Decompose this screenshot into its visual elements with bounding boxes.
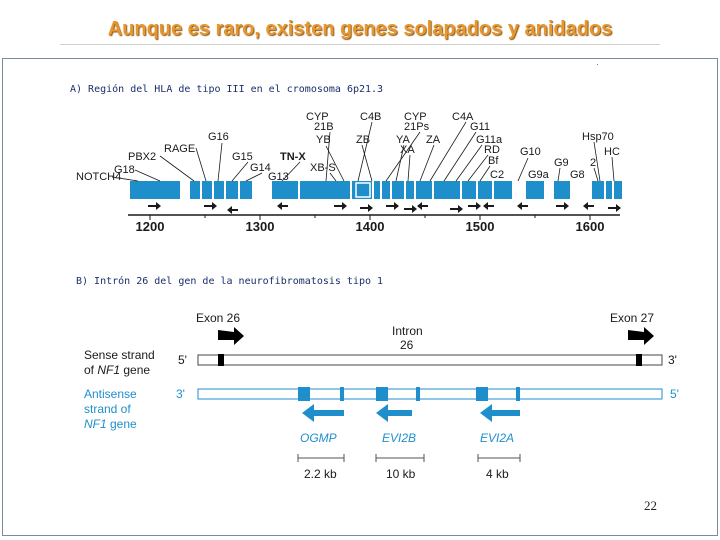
antisense-label-2: strand of (84, 402, 131, 416)
stray-mark: · (596, 60, 599, 69)
ogmp-size: 2.2 kb (304, 467, 337, 481)
gene-label-yb: YB (316, 134, 331, 146)
gene-ogmp-label: OGMP (300, 431, 337, 445)
gene-label-g13: G13 (268, 171, 289, 183)
sense-5prime: 5' (178, 353, 187, 367)
arrow-right-icon (386, 202, 399, 210)
gene-label-rd: RD (484, 144, 500, 156)
gene-label-c2: C2 (490, 169, 504, 181)
gene-label-rage: RAGE (164, 143, 195, 155)
gene-label-g11: G11 (470, 121, 490, 133)
sense-strand-label-1: Sense strand (84, 348, 155, 362)
gene-label-g8: G8 (570, 169, 585, 181)
size-scale-bars (297, 454, 521, 462)
arrow-right-icon (404, 205, 417, 213)
axis-tick-1500: 1500 (466, 219, 495, 234)
sense-strand-bar (197, 354, 663, 366)
intron-number: 26 (400, 338, 414, 352)
gene-label-2: 2 (590, 157, 596, 169)
exon-27-block (636, 354, 642, 366)
exon-27-direction-icon (628, 327, 654, 345)
evi2a-direction-icon (480, 404, 520, 422)
gene-label-cyp21b-1: CYP (306, 111, 329, 123)
gene-label-ya: YA (396, 134, 411, 146)
gene-label-g16: G16 (208, 131, 229, 143)
arrow-right-icon (148, 202, 161, 210)
gene-label-c4a: C4A (452, 111, 474, 123)
antisense-label-3: NF1 gene (84, 417, 137, 431)
axis-ticks (149, 215, 591, 220)
slide-title: Aunque es raro, existen genes solapados … (107, 18, 613, 40)
exon-26-block (218, 354, 224, 366)
exon-27-label: Exon 27 (610, 311, 654, 325)
gene-evi2a-label: EVI2A (480, 431, 514, 445)
antisense-5prime: 5' (670, 387, 679, 401)
gene-label-hsp70: Hsp70 (582, 131, 614, 143)
axis-tick-1300: 1300 (246, 219, 275, 234)
arrow-right-icon (468, 202, 481, 210)
gene-label-zb: ZB (356, 134, 370, 146)
slide-number: 22 (644, 498, 657, 513)
intron-label: Intron (392, 324, 423, 338)
gene-block-separators (180, 181, 614, 199)
antisense-3prime: 3' (176, 387, 185, 401)
axis-tick-1400: 1400 (356, 219, 385, 234)
gene-leader-lines (111, 121, 615, 182)
arrow-right-icon (204, 202, 217, 210)
arrow-right-icon (360, 204, 373, 212)
axis-tick-1200: 1200 (136, 219, 165, 234)
arrow-left-icon (277, 202, 288, 210)
evi2b-direction-icon (376, 404, 412, 422)
ogmp-direction-icon (302, 404, 344, 422)
evi2a-size: 4 kb (486, 467, 509, 481)
gene-evi2b-label: EVI2B (382, 431, 416, 445)
gene-labels: NOTCH4 G18 PBX2 RAGE G16 G15 G14 G13 TN-… (76, 111, 620, 183)
content-frame (2, 58, 718, 536)
gene-label-za: ZA (426, 134, 441, 146)
axis-tick-1600: 1600 (576, 219, 605, 234)
gene-label-hc: HC (604, 146, 620, 158)
arrow-right-icon (556, 202, 569, 210)
gene-label-cyp21ps-1: CYP (404, 111, 427, 123)
transcription-arrows (148, 202, 621, 214)
gene-label-g9a: G9a (528, 169, 550, 181)
arrow-right-icon (608, 204, 621, 212)
arrow-right-icon (334, 202, 347, 210)
nested-gene-exons (298, 387, 520, 401)
sense-strand-label-2: of NF1 gene (84, 363, 150, 377)
arrow-left-icon (517, 202, 528, 210)
gene-label-xbs: XB-S (310, 162, 336, 174)
gene-label-g10: G10 (520, 146, 541, 158)
gene-label-c4b: C4B (360, 111, 381, 123)
arrow-left-icon (583, 202, 594, 210)
gene-label-pbx2: PBX2 (128, 151, 156, 163)
gene-label-tnx: TN-X (280, 151, 306, 163)
gene-label-g18: G18 (114, 164, 135, 176)
exon-26-direction-icon (218, 327, 244, 345)
section-b-label: B) Intrón 26 del gen de la neurofibromat… (76, 276, 384, 287)
arrow-left-icon (483, 202, 494, 210)
sense-3prime: 3' (668, 353, 677, 367)
section-a-label: A) Región del HLA de tipo III en el crom… (70, 84, 384, 95)
arrow-left-icon (417, 202, 428, 210)
evi2b-size: 10 kb (386, 467, 416, 481)
antisense-strand-bar (197, 388, 663, 400)
highlight-box (355, 182, 371, 198)
antisense-label-1: Antisense (84, 387, 137, 401)
gene-label-cyp21ps-2: 21Ps (404, 121, 430, 133)
gene-label-bf: Bf (488, 155, 499, 167)
arrow-right-icon (450, 205, 463, 213)
title-divider (60, 44, 660, 45)
arrow-left-icon (227, 206, 238, 214)
gene-label-g15: G15 (232, 151, 253, 163)
gene-label-cyp21b-2: 21B (314, 121, 334, 133)
gene-label-notch4: NOTCH4 (76, 171, 121, 183)
gene-label-g11a: G11a (476, 134, 503, 146)
gene-label-g9: G9 (554, 157, 569, 169)
exon-26-label: Exon 26 (196, 311, 240, 325)
gene-label-g14: G14 (250, 162, 271, 174)
